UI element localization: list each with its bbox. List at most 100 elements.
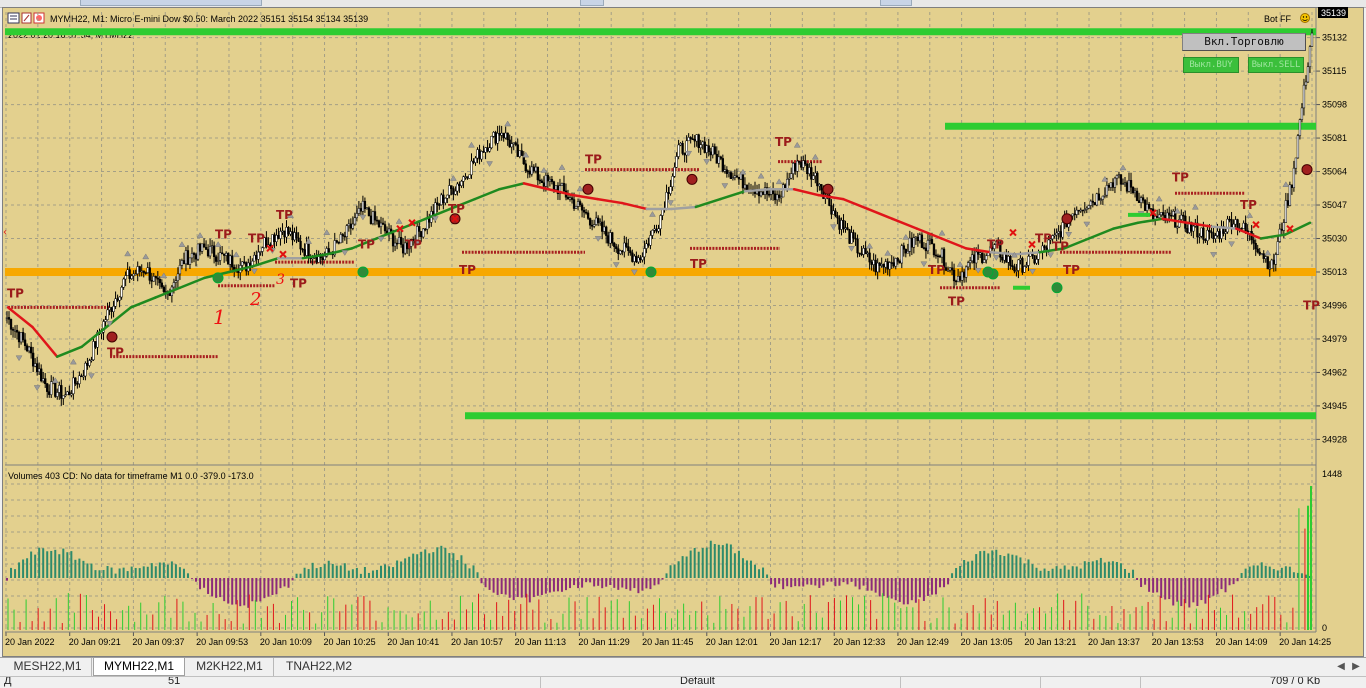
buy-signal-marker	[212, 272, 224, 284]
candle-body	[502, 132, 505, 139]
candle-body	[816, 172, 819, 187]
fractal-up-arrow	[287, 212, 294, 219]
candle-body	[623, 242, 626, 253]
candle-body	[367, 207, 371, 217]
candle-body	[172, 282, 176, 288]
toolbar-scroll-segment[interactable]	[80, 0, 262, 6]
candle-body	[444, 197, 447, 204]
fractal-up-arrow	[793, 141, 801, 148]
candle-body	[832, 210, 835, 215]
tp-label: TP	[405, 237, 422, 251]
candle-body	[711, 146, 714, 156]
horizontal-levels	[5, 28, 1316, 420]
candle-body	[1057, 231, 1060, 234]
expert-name: Bot FF	[1264, 14, 1292, 24]
tab-tnah22[interactable]: TNAH22,M2	[285, 659, 353, 673]
candle-body	[595, 217, 598, 225]
candle-body	[1182, 214, 1185, 217]
candle-body	[584, 211, 588, 214]
tp-label: TP	[276, 208, 293, 222]
candles	[5, 29, 1314, 406]
candle-body	[363, 200, 367, 210]
candle-body	[361, 200, 365, 212]
candle-body	[1276, 241, 1279, 255]
candle-body	[31, 352, 35, 367]
candle-body	[56, 392, 59, 397]
candle-body	[703, 141, 706, 153]
candle-body	[116, 298, 119, 301]
candle-body	[144, 272, 147, 274]
candle-body	[806, 163, 809, 175]
ma-segment	[129, 296, 157, 309]
candle-body	[719, 156, 722, 159]
ma-segment	[6, 306, 34, 329]
chart-canvas[interactable]: MYMH22, M1: Micro E-mini Dow $0.50: Marc…	[0, 0, 1366, 657]
candle-body	[11, 329, 15, 331]
candle-body	[162, 286, 165, 292]
candle-body	[983, 259, 986, 263]
candle-body	[1178, 219, 1181, 228]
candle-body	[651, 230, 654, 236]
time-tick-label: 20 Jan 13:21	[1024, 637, 1076, 647]
expert-smiley-icon[interactable]	[1300, 13, 1310, 23]
tp-label: TP	[215, 228, 232, 242]
time-scale: 20 Jan 2022 20 Jan 09:21 20 Jan 09:37 20 Ja…	[5, 632, 1331, 647]
candle-body	[1162, 212, 1165, 216]
time-tick-label: 20 Jan 13:37	[1088, 637, 1140, 647]
candle-body	[44, 378, 47, 384]
candle-body	[520, 150, 523, 156]
candle-body	[428, 218, 431, 223]
tab-mesh22[interactable]: MESH22,M1	[4, 658, 92, 676]
sell-off-button[interactable]: Выкл.SELL	[1248, 57, 1304, 73]
time-tick-label: 20 Jan 13:05	[961, 637, 1013, 647]
candle-body	[180, 260, 184, 266]
candle-body	[777, 194, 781, 198]
ma-segment	[326, 247, 354, 256]
fractal-up-arrow	[214, 241, 222, 247]
candle-body	[424, 228, 427, 231]
candle-body	[876, 262, 879, 273]
candle-body	[337, 242, 340, 244]
candle-body	[607, 235, 610, 244]
candle-body	[343, 235, 346, 238]
candle-body	[1025, 265, 1028, 267]
candle-body	[761, 191, 765, 195]
time-tick-label: 20 Jan 13:53	[1152, 637, 1204, 647]
candle-body	[788, 177, 791, 180]
ma-segment	[1112, 221, 1140, 230]
candle-body	[42, 378, 45, 382]
candle-body	[1264, 256, 1267, 259]
candle-body	[136, 266, 139, 275]
candle-body	[426, 218, 429, 230]
candle-body	[315, 256, 318, 263]
ma-segment	[448, 197, 477, 211]
trade-on-button[interactable]: Вкл.Торговлю	[1182, 33, 1306, 51]
candle-body	[124, 275, 127, 280]
toolbar-scroll-segment[interactable]	[880, 0, 912, 6]
candle-body	[840, 220, 843, 230]
candle-body	[685, 140, 688, 156]
buy-signal-marker	[645, 266, 657, 278]
candle-body	[470, 160, 473, 176]
candle-body	[188, 257, 192, 265]
candle-body	[54, 381, 57, 397]
price-tick-label: 35047	[1322, 200, 1347, 210]
close-x-icon	[1009, 228, 1017, 237]
candle-body	[375, 219, 379, 222]
candle-body	[1033, 255, 1036, 264]
candle-body	[66, 391, 69, 396]
candle-body	[76, 383, 79, 385]
ma-segment	[1185, 221, 1213, 228]
fractal-down-arrow	[359, 214, 367, 221]
toolbar-scroll-segment[interactable]	[580, 0, 604, 6]
tab-mymh22[interactable]: MYMH22,M1	[93, 658, 185, 676]
tab-next-icon[interactable]: ▶	[1352, 661, 1360, 672]
candle-body	[1103, 194, 1107, 197]
tab-m2kh22[interactable]: M2KH22,M1	[186, 658, 274, 676]
tab-prev-icon[interactable]: ◀	[1337, 661, 1345, 672]
buy-off-button[interactable]: Выкл.BUY	[1183, 57, 1239, 73]
candle-body	[436, 202, 439, 205]
chart-menu-icon[interactable]	[7, 12, 20, 24]
candle-body	[655, 228, 658, 232]
